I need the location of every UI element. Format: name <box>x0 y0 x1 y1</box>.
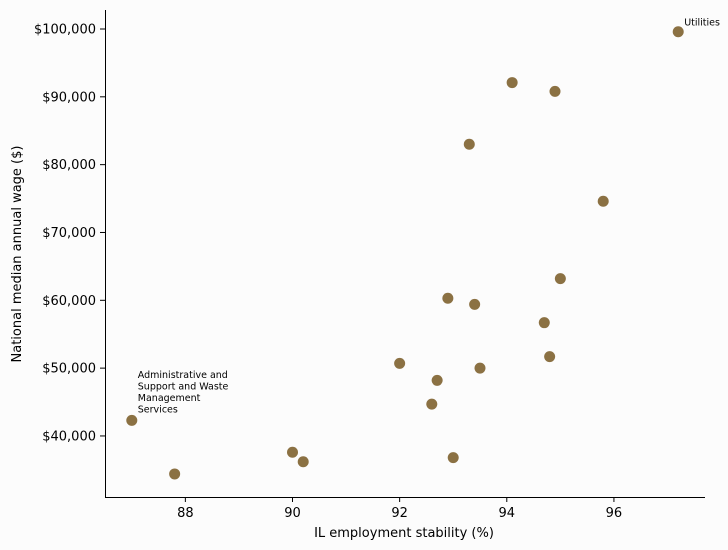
y-axis-label: National median annual wage ($) <box>10 146 25 363</box>
data-point <box>447 452 459 464</box>
x-tick-label: 88 <box>177 506 194 521</box>
y-tick-label: $60,000 <box>42 294 96 309</box>
data-point <box>597 195 609 207</box>
y-tick-label: $100,000 <box>34 22 96 37</box>
data-point <box>297 456 309 468</box>
data-point <box>538 317 550 329</box>
data-point <box>287 446 298 458</box>
y-tick-label: $50,000 <box>42 362 96 377</box>
y-tick-label: $70,000 <box>42 226 96 241</box>
annotations: Utilities Administrative and Support and W… <box>138 18 720 416</box>
data-point <box>394 357 406 369</box>
point-annotation: Administrative and Support and Waste Manag… <box>138 370 229 416</box>
x-tick-label: 90 <box>284 506 301 521</box>
data-point <box>506 77 518 89</box>
data-point <box>431 374 443 386</box>
y-tick-label: $80,000 <box>42 158 96 173</box>
data-point <box>554 273 566 285</box>
y-tick-label: $40,000 <box>42 429 96 444</box>
x-axis-ticks: 88 90 92 94 96 <box>177 497 622 521</box>
x-tick-label: 94 <box>499 506 516 521</box>
data-point <box>474 362 486 374</box>
data-point <box>469 298 481 310</box>
data-point <box>126 414 138 426</box>
x-axis-label: IL employment stability (%) <box>314 526 494 541</box>
data-point <box>169 468 181 480</box>
x-tick-label: 92 <box>391 506 408 521</box>
data-point <box>544 351 556 363</box>
x-tick-label: 96 <box>606 506 623 521</box>
point-annotation: Utilities <box>684 18 720 29</box>
data-points <box>126 26 684 480</box>
y-axis-ticks: $40,000 $50,000 $60,000 $70,000 $80,000 $90,0… <box>34 22 105 444</box>
data-point <box>549 85 561 97</box>
y-tick-label: $90,000 <box>42 90 96 105</box>
data-point <box>463 138 475 150</box>
data-point <box>672 26 684 38</box>
data-point <box>442 292 454 304</box>
data-point <box>426 398 438 410</box>
